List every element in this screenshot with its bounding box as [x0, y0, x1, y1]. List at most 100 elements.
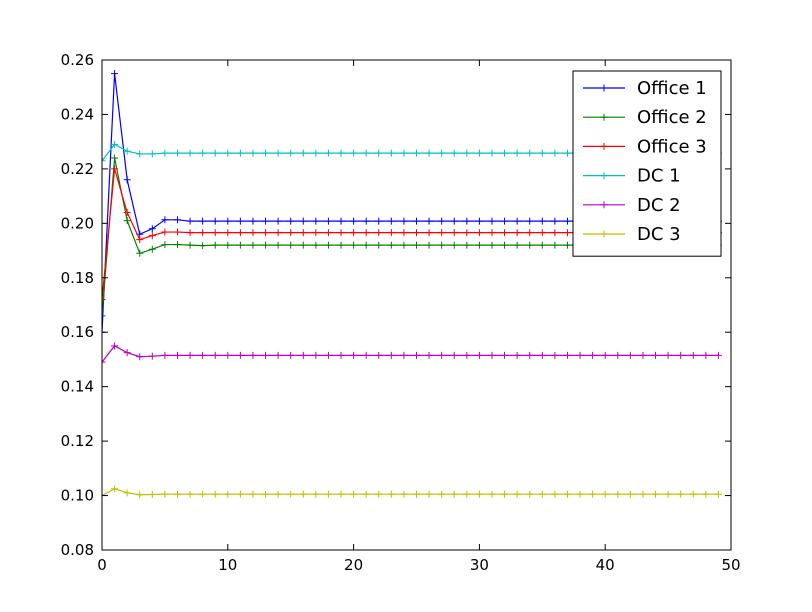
series-point-office-2	[161, 241, 169, 249]
series-point-office-3	[563, 229, 571, 237]
y-tick-label: 0.10	[61, 487, 94, 505]
series-point-office-2	[538, 241, 546, 249]
series-point-dc-3	[136, 491, 144, 499]
y-tick-label: 0.12	[61, 432, 94, 450]
series-point-office-3	[262, 229, 270, 237]
series-point-office-2	[563, 241, 571, 249]
series-point-dc-2	[614, 351, 622, 359]
series-point-dc-2	[438, 351, 446, 359]
series-point-dc-3	[199, 490, 207, 498]
series-point-office-2	[249, 241, 257, 249]
series-point-office-1	[312, 217, 320, 225]
series-point-office-1	[438, 217, 446, 225]
series-point-dc-3	[362, 490, 370, 498]
series-point-office-2	[413, 241, 420, 249]
series-point-dc-3	[488, 490, 496, 498]
x-tick-label: 40	[596, 556, 615, 574]
series-point-office-1	[400, 217, 408, 225]
series-point-dc-1	[350, 149, 358, 157]
series-point-dc-1	[513, 149, 521, 157]
series-point-office-1	[211, 217, 219, 225]
series-point-dc-3	[664, 490, 672, 498]
series-point-office-2	[526, 241, 534, 249]
series-point-office-2	[262, 241, 270, 249]
series-point-office-3	[425, 229, 433, 237]
series-point-dc-2	[299, 351, 307, 359]
series-point-dc-3	[186, 490, 194, 498]
series-point-dc-2	[589, 351, 597, 359]
series-point-office-2	[102, 312, 106, 320]
legend: Office 1 Office 2 Office 3 DC 1 DC 2 DC 3	[572, 70, 722, 257]
series-point-dc-3	[639, 490, 647, 498]
series-point-dc-3	[576, 490, 584, 498]
series-point-office-2	[551, 241, 559, 249]
series-point-dc-2	[714, 351, 722, 359]
series-point-office-2	[224, 241, 232, 249]
series-point-dc-3	[652, 490, 660, 498]
series-point-dc-2	[538, 351, 546, 359]
series-point-office-1	[324, 217, 332, 225]
series-point-office-3	[102, 296, 106, 304]
series-point-dc-1	[413, 149, 420, 157]
series-point-office-1	[413, 217, 420, 225]
series-point-office-3	[199, 229, 207, 237]
series-point-office-1	[425, 217, 433, 225]
series-point-dc-2	[677, 351, 685, 359]
series-point-office-1	[274, 217, 282, 225]
series-point-dc-2	[626, 351, 634, 359]
series-point-dc-3	[601, 490, 609, 498]
series-point-dc-3	[262, 490, 270, 498]
series-point-office-2	[186, 241, 194, 249]
series-point-office-2	[450, 241, 458, 249]
legend-label-dc-1: DC 1	[637, 166, 681, 187]
series-point-office-1	[350, 217, 358, 225]
series-point-dc-2	[324, 351, 332, 359]
series-point-office-2	[513, 241, 521, 249]
series-point-dc-3	[387, 490, 395, 498]
series-point-dc-3	[450, 490, 458, 498]
series-point-dc-2	[102, 358, 106, 366]
series-point-office-2	[199, 242, 207, 250]
series-point-office-3	[337, 229, 345, 237]
series-point-dc-3	[324, 490, 332, 498]
series-point-dc-1	[375, 149, 383, 157]
series-point-office-2	[375, 241, 383, 249]
series-point-dc-1	[136, 150, 144, 158]
series-point-dc-1	[538, 149, 546, 157]
series-point-dc-3	[475, 490, 483, 498]
series-point-dc-2	[702, 351, 710, 359]
series-point-dc-3	[211, 490, 219, 498]
series-point-dc-2	[136, 353, 144, 361]
series-point-dc-3	[337, 490, 345, 498]
series-point-dc-1	[463, 149, 471, 157]
series-point-office-3	[312, 229, 320, 237]
series-point-dc-2	[362, 351, 370, 359]
legend-marker-dc-2	[600, 201, 608, 209]
legend-label-office-1: Office 1	[637, 78, 707, 99]
series-point-dc-3	[463, 490, 471, 498]
series-point-office-1	[111, 70, 119, 78]
series-point-dc-2	[652, 351, 660, 359]
series-point-office-1	[513, 217, 521, 225]
series-point-office-2	[387, 241, 395, 249]
series-point-office-2	[350, 241, 358, 249]
y-tick-label: 0.14	[61, 378, 94, 396]
series-point-office-3	[274, 229, 282, 237]
series-point-dc-1	[501, 149, 509, 157]
series-point-office-3	[299, 229, 307, 237]
series-point-dc-3	[551, 490, 559, 498]
series-point-dc-3	[148, 490, 156, 498]
series-point-dc-3	[626, 490, 634, 498]
series-point-dc-2	[236, 351, 244, 359]
legend-marker-office-3	[600, 142, 608, 150]
series-point-office-1	[362, 217, 370, 225]
series-point-office-3	[249, 229, 257, 237]
series-point-office-3	[148, 232, 156, 240]
series-point-dc-1	[362, 149, 370, 157]
series-point-dc-3	[400, 490, 408, 498]
series-point-office-3	[400, 229, 408, 237]
series-point-dc-3	[123, 489, 131, 497]
series-point-office-2	[337, 241, 345, 249]
series-point-dc-2	[337, 351, 345, 359]
